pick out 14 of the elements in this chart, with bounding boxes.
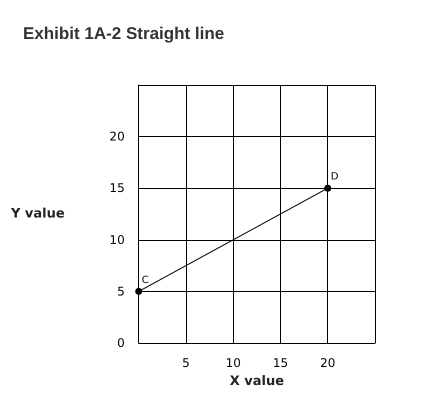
x-axis-title: X value <box>230 374 284 389</box>
x-tick-label: 20 <box>320 356 336 370</box>
x-tick-label: 15 <box>272 356 288 370</box>
x-tick-label: 5 <box>182 356 190 370</box>
chart-title: Exhibit 1A-2 Straight line <box>23 24 224 43</box>
annotation: C <box>142 274 149 286</box>
y-tick-label: 0 <box>117 336 125 350</box>
y-tick-label: 10 <box>109 232 125 247</box>
y-tick-label: 15 <box>109 181 125 196</box>
y-axis-title: Y value <box>10 206 65 222</box>
y-tick-label: 5 <box>117 284 125 298</box>
y-tick-label: 20 <box>109 130 125 144</box>
x-tick-label: 10 <box>226 356 241 370</box>
annotation: D <box>330 172 339 183</box>
